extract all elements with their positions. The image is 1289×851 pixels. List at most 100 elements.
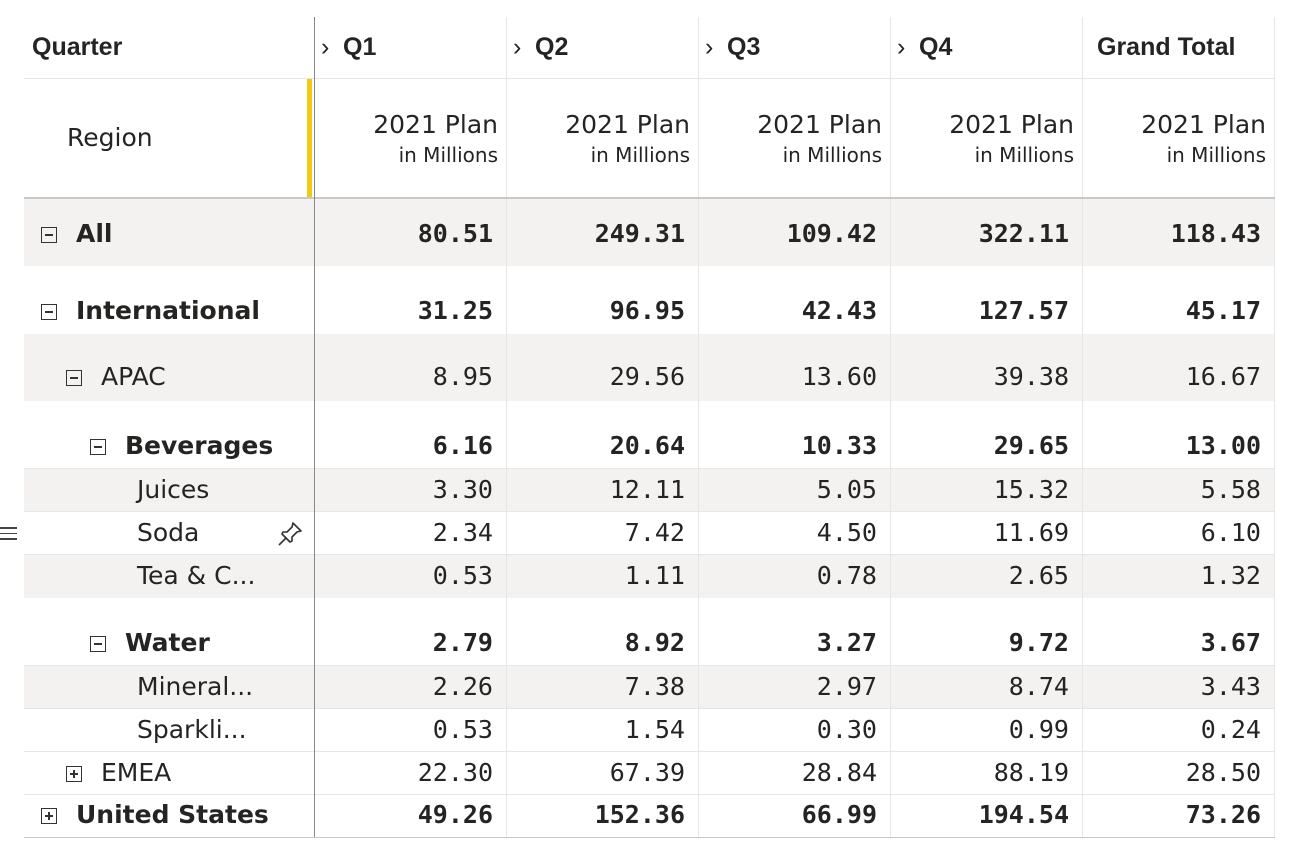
table-row[interactable]: EMEA 22.30 67.39 28.84 88.19 28.50 bbox=[24, 752, 1275, 795]
value-cell[interactable]: 6.16 bbox=[432, 431, 493, 460]
value-cell[interactable]: 3.27 bbox=[816, 628, 877, 657]
value-cell[interactable]: 20.64 bbox=[609, 431, 685, 460]
value-cell[interactable]: 152.36 bbox=[594, 800, 685, 829]
value-cell[interactable]: 3.43 bbox=[1200, 672, 1261, 701]
value-cell[interactable]: 22.30 bbox=[417, 758, 493, 787]
value-cell[interactable]: 13.00 bbox=[1185, 431, 1261, 460]
collapse-minus-icon[interactable] bbox=[90, 636, 106, 652]
value-cell[interactable]: 1.32 bbox=[1200, 561, 1261, 590]
row-header-title-cell: Quarter bbox=[24, 17, 314, 78]
value-cell[interactable]: 10.33 bbox=[801, 431, 877, 460]
value-cell[interactable]: 8.95 bbox=[432, 362, 493, 391]
value-cell[interactable]: 2.65 bbox=[1008, 561, 1069, 590]
value-cell[interactable]: 2.79 bbox=[432, 628, 493, 657]
value-cell[interactable]: 29.56 bbox=[609, 362, 685, 391]
column-header-q3[interactable]: › Q3 bbox=[698, 17, 890, 78]
value-cell[interactable]: 16.67 bbox=[1185, 362, 1261, 391]
expand-plus-icon[interactable] bbox=[66, 766, 82, 782]
value-cell[interactable]: 42.43 bbox=[801, 296, 877, 325]
value-cell[interactable]: 13.60 bbox=[801, 362, 877, 391]
row-divider bbox=[24, 468, 1275, 469]
value-cell[interactable]: 49.26 bbox=[417, 800, 493, 829]
collapse-minus-icon[interactable] bbox=[66, 370, 82, 386]
value-cell[interactable]: 127.57 bbox=[978, 296, 1069, 325]
pin-icon[interactable] bbox=[276, 520, 304, 552]
column-header-q2[interactable]: › Q2 bbox=[506, 17, 698, 78]
value-cell[interactable]: 12.11 bbox=[609, 475, 685, 504]
table-row[interactable]: Beverages 6.16 20.64 10.33 29.65 13.00 bbox=[24, 401, 1275, 469]
value-cell[interactable]: 3.67 bbox=[1200, 628, 1261, 657]
collapse-minus-icon[interactable] bbox=[41, 227, 57, 243]
value-cell[interactable]: 249.31 bbox=[594, 219, 685, 248]
table-row[interactable]: Tea & C... 0.53 1.11 0.78 2.65 1.32 bbox=[24, 555, 1275, 598]
value-cell[interactable]: 66.99 bbox=[801, 800, 877, 829]
measure-header-q4[interactable]: 2021 Plan in Millions bbox=[890, 79, 1082, 197]
value-cell[interactable]: 29.65 bbox=[993, 431, 1069, 460]
table-row[interactable]: Sparkli... 0.53 1.54 0.30 0.99 0.24 bbox=[24, 709, 1275, 752]
value-cell[interactable]: 1.11 bbox=[624, 561, 685, 590]
column-header-q4[interactable]: › Q4 bbox=[890, 17, 1082, 78]
column-resize-handle[interactable] bbox=[307, 79, 312, 197]
value-cell[interactable]: 8.74 bbox=[1008, 672, 1069, 701]
value-cell[interactable]: 80.51 bbox=[417, 219, 493, 248]
value-cell[interactable]: 28.84 bbox=[801, 758, 877, 787]
collapse-minus-icon[interactable] bbox=[90, 439, 106, 455]
value-cell[interactable]: 28.50 bbox=[1185, 758, 1261, 787]
value-cell[interactable]: 6.10 bbox=[1200, 518, 1261, 547]
value-cell[interactable]: 9.72 bbox=[1008, 628, 1069, 657]
expand-plus-icon[interactable] bbox=[41, 808, 57, 824]
column-header-q1[interactable]: › Q1 bbox=[314, 17, 506, 78]
value-cell[interactable]: 0.53 bbox=[432, 715, 493, 744]
value-cell[interactable]: 5.05 bbox=[816, 475, 877, 504]
value-cell[interactable]: 39.38 bbox=[993, 362, 1069, 391]
value-cell[interactable]: 4.50 bbox=[816, 518, 877, 547]
value-cell[interactable]: 8.92 bbox=[624, 628, 685, 657]
table-row[interactable]: All 80.51 249.31 109.42 322.11 118.43 bbox=[24, 199, 1275, 266]
column-header-grand-total[interactable]: Grand Total bbox=[1082, 17, 1275, 78]
value-cell[interactable]: 118.43 bbox=[1170, 219, 1261, 248]
measure-header-q3[interactable]: 2021 Plan in Millions bbox=[698, 79, 890, 197]
collapse-minus-icon[interactable] bbox=[41, 304, 57, 320]
value-cell[interactable]: 7.38 bbox=[624, 672, 685, 701]
value-cell[interactable]: 0.30 bbox=[816, 715, 877, 744]
measure-header-q2[interactable]: 2021 Plan in Millions bbox=[506, 79, 698, 197]
value-cell[interactable]: 2.26 bbox=[432, 672, 493, 701]
value-cell[interactable]: 96.95 bbox=[609, 296, 685, 325]
value-cell[interactable]: 88.19 bbox=[993, 758, 1069, 787]
chevron-right-icon[interactable]: › bbox=[705, 33, 714, 61]
value-cell[interactable]: 15.32 bbox=[993, 475, 1069, 504]
measure-header-q1[interactable]: 2021 Plan in Millions bbox=[314, 79, 506, 197]
value-cell[interactable]: 11.69 bbox=[993, 518, 1069, 547]
table-row[interactable]: United States 49.26 152.36 66.99 194.54 73.26 bbox=[24, 795, 1275, 837]
chevron-right-icon[interactable]: › bbox=[513, 33, 522, 61]
value-cell[interactable]: 0.99 bbox=[1008, 715, 1069, 744]
table-row[interactable]: Juices 3.30 12.11 5.05 15.32 5.58 bbox=[24, 469, 1275, 512]
table-row[interactable]: Soda 2.34 7.42 4.50 11.69 6.10 bbox=[24, 512, 1275, 555]
chevron-right-icon[interactable]: › bbox=[897, 33, 906, 61]
row-label: Beverages bbox=[125, 431, 274, 460]
value-cell[interactable]: 67.39 bbox=[609, 758, 685, 787]
value-cell[interactable]: 5.58 bbox=[1200, 475, 1261, 504]
measure-header-grand-total[interactable]: 2021 Plan in Millions bbox=[1082, 79, 1275, 197]
table-row[interactable]: Mineral... 2.26 7.38 2.97 8.74 3.43 bbox=[24, 666, 1275, 709]
value-cell[interactable]: 194.54 bbox=[978, 800, 1069, 829]
value-cell[interactable]: 1.54 bbox=[624, 715, 685, 744]
chevron-right-icon[interactable]: › bbox=[321, 33, 330, 61]
value-cell[interactable]: 109.42 bbox=[786, 219, 877, 248]
table-row[interactable]: International 31.25 96.95 42.43 127.57 45.17 bbox=[24, 266, 1275, 334]
value-cell[interactable]: 45.17 bbox=[1185, 296, 1261, 325]
value-cell[interactable]: 0.24 bbox=[1200, 715, 1261, 744]
value-cell[interactable]: 31.25 bbox=[417, 296, 493, 325]
value-cell[interactable]: 322.11 bbox=[978, 219, 1069, 248]
value-cell[interactable]: 0.53 bbox=[432, 561, 493, 590]
value-cell[interactable]: 7.42 bbox=[624, 518, 685, 547]
value-cell[interactable]: 2.34 bbox=[432, 518, 493, 547]
table-row[interactable]: Water 2.79 8.92 3.27 9.72 3.67 bbox=[24, 598, 1275, 666]
table-row[interactable]: APAC 8.95 29.56 13.60 39.38 16.67 bbox=[24, 334, 1275, 401]
value-cell[interactable]: 73.26 bbox=[1185, 800, 1261, 829]
value-cell[interactable]: 0.78 bbox=[816, 561, 877, 590]
value-cell[interactable]: 2.97 bbox=[816, 672, 877, 701]
value-cell[interactable]: 3.30 bbox=[432, 475, 493, 504]
row-handle-menu[interactable] bbox=[0, 527, 18, 543]
region-header-cell[interactable]: Region bbox=[24, 79, 314, 197]
